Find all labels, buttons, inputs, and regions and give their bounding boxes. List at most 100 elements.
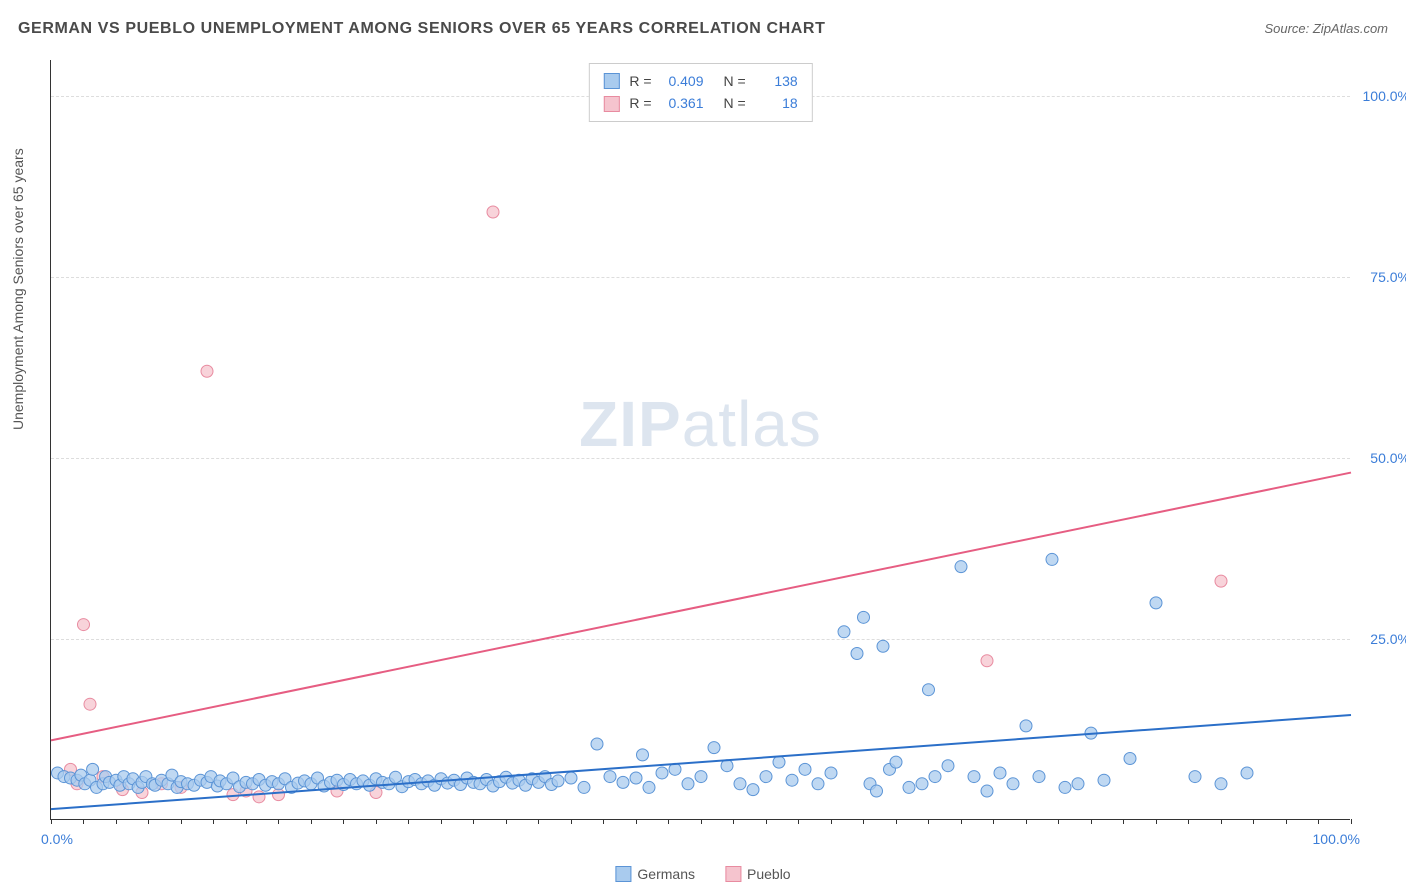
data-point bbox=[1189, 771, 1201, 783]
data-point bbox=[617, 776, 629, 788]
data-point bbox=[994, 767, 1006, 779]
data-point bbox=[253, 791, 265, 803]
chart-title: GERMAN VS PUEBLO UNEMPLOYMENT AMONG SENI… bbox=[18, 20, 825, 38]
x-tick-label-min: 0.0% bbox=[41, 831, 73, 847]
data-point bbox=[708, 742, 720, 754]
x-tick bbox=[766, 819, 767, 824]
x-tick bbox=[603, 819, 604, 824]
data-point bbox=[1241, 767, 1253, 779]
data-point bbox=[1098, 774, 1110, 786]
data-point bbox=[656, 767, 668, 779]
data-point bbox=[799, 763, 811, 775]
stats-N-label: N = bbox=[724, 70, 746, 92]
x-tick bbox=[538, 819, 539, 824]
stats-box: R = 0.409 N = 138 R = 0.361 N = 18 bbox=[588, 63, 812, 122]
data-point bbox=[890, 756, 902, 768]
stats-pueblo-N: 18 bbox=[756, 92, 798, 114]
plot-area: ZIPatlas 25.0%50.0%75.0%100.0% 0.0% 100.… bbox=[50, 60, 1350, 820]
x-tick bbox=[311, 819, 312, 824]
x-tick bbox=[636, 819, 637, 824]
x-tick bbox=[148, 819, 149, 824]
x-tick bbox=[863, 819, 864, 824]
y-tick-label: 100.0% bbox=[1355, 88, 1406, 104]
data-point bbox=[84, 698, 96, 710]
trend-line bbox=[51, 715, 1351, 809]
x-tick bbox=[571, 819, 572, 824]
data-point bbox=[877, 640, 889, 652]
x-tick bbox=[506, 819, 507, 824]
x-tick bbox=[1253, 819, 1254, 824]
data-point bbox=[273, 789, 285, 801]
x-tick bbox=[441, 819, 442, 824]
stats-row-pueblo: R = 0.361 N = 18 bbox=[603, 92, 797, 114]
data-point bbox=[1215, 778, 1227, 790]
x-tick bbox=[668, 819, 669, 824]
y-tick-label: 25.0% bbox=[1355, 631, 1406, 647]
data-point bbox=[981, 655, 993, 667]
x-tick bbox=[1123, 819, 1124, 824]
x-tick bbox=[1026, 819, 1027, 824]
legend-label-germans: Germans bbox=[637, 866, 695, 882]
data-point bbox=[1124, 752, 1136, 764]
data-point bbox=[747, 784, 759, 796]
stats-row-germans: R = 0.409 N = 138 bbox=[603, 70, 797, 92]
data-point bbox=[838, 626, 850, 638]
x-tick bbox=[1286, 819, 1287, 824]
x-tick bbox=[733, 819, 734, 824]
data-point bbox=[955, 561, 967, 573]
data-point bbox=[942, 760, 954, 772]
data-point bbox=[552, 775, 564, 787]
x-tick bbox=[1351, 819, 1352, 824]
stats-germans-R: 0.409 bbox=[662, 70, 704, 92]
data-point bbox=[760, 771, 772, 783]
data-point bbox=[871, 785, 883, 797]
x-tick bbox=[701, 819, 702, 824]
data-point bbox=[578, 781, 590, 793]
chart-header: GERMAN VS PUEBLO UNEMPLOYMENT AMONG SENI… bbox=[18, 20, 1388, 38]
data-point bbox=[1007, 778, 1019, 790]
x-tick bbox=[181, 819, 182, 824]
data-point bbox=[1046, 553, 1058, 565]
x-tick bbox=[278, 819, 279, 824]
x-tick bbox=[83, 819, 84, 824]
data-point bbox=[1020, 720, 1032, 732]
y-axis-label: Unemployment Among Seniors over 65 years bbox=[10, 148, 26, 430]
data-point bbox=[1033, 771, 1045, 783]
x-tick bbox=[993, 819, 994, 824]
legend-item-germans: Germans bbox=[615, 866, 695, 882]
x-tick bbox=[896, 819, 897, 824]
x-tick bbox=[51, 819, 52, 824]
data-point bbox=[968, 771, 980, 783]
data-point bbox=[1150, 597, 1162, 609]
data-point bbox=[923, 684, 935, 696]
data-point bbox=[851, 648, 863, 660]
x-tick bbox=[116, 819, 117, 824]
legend-swatch-germans bbox=[615, 866, 631, 882]
legend-item-pueblo: Pueblo bbox=[725, 866, 791, 882]
data-point bbox=[87, 763, 99, 775]
data-point bbox=[812, 778, 824, 790]
x-tick bbox=[213, 819, 214, 824]
data-point bbox=[1215, 575, 1227, 587]
data-point bbox=[1059, 781, 1071, 793]
x-tick bbox=[1091, 819, 1092, 824]
data-point bbox=[773, 756, 785, 768]
chart-canvas bbox=[51, 60, 1350, 819]
data-point bbox=[487, 206, 499, 218]
data-point bbox=[903, 781, 915, 793]
legend-swatch-pueblo bbox=[725, 866, 741, 882]
x-tick bbox=[1221, 819, 1222, 824]
stats-N-label-2: N = bbox=[724, 92, 746, 114]
x-tick bbox=[928, 819, 929, 824]
data-point bbox=[682, 778, 694, 790]
legend-label-pueblo: Pueblo bbox=[747, 866, 791, 882]
x-tick bbox=[1058, 819, 1059, 824]
source-label: Source: ZipAtlas.com bbox=[1264, 21, 1388, 36]
data-point bbox=[786, 774, 798, 786]
x-tick bbox=[798, 819, 799, 824]
y-tick-label: 50.0% bbox=[1355, 450, 1406, 466]
stats-pueblo-R: 0.361 bbox=[662, 92, 704, 114]
x-tick bbox=[246, 819, 247, 824]
data-point bbox=[565, 772, 577, 784]
legend-bottom: Germans Pueblo bbox=[615, 866, 790, 882]
